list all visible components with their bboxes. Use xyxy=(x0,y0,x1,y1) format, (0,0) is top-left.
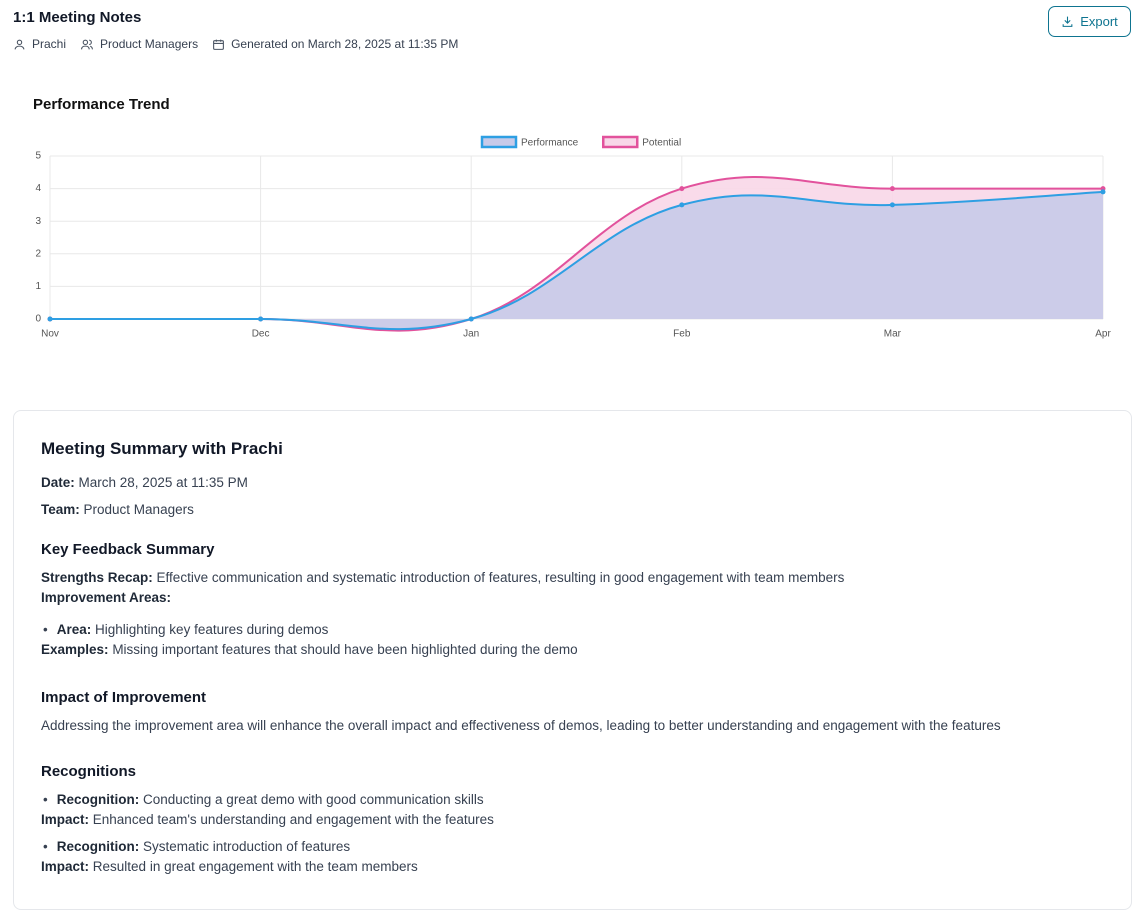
improvement-label: Improvement Areas: xyxy=(41,588,1104,608)
user-icon xyxy=(14,39,25,49)
examples: Examples: Missing important features tha… xyxy=(41,640,1104,660)
text: Systematic introduction of features xyxy=(143,839,351,854)
label: Examples: xyxy=(41,642,109,657)
date-row: Date: March 28, 2025 at 11:35 PM xyxy=(41,473,1104,493)
strengths: Strengths Recap: Effective communication… xyxy=(41,568,1104,588)
label: Area: xyxy=(56,622,92,637)
user: Prachi xyxy=(32,37,67,51)
export-button[interactable]: Export xyxy=(1048,6,1131,37)
text: Highlighting key features during demos xyxy=(95,622,329,637)
y-tick-label: 0 xyxy=(35,314,41,325)
data-point xyxy=(47,316,53,322)
y-tick-label: 5 xyxy=(35,151,41,162)
text: Conducting a great demo with good commun… xyxy=(143,792,484,807)
label: Recognition: xyxy=(56,792,140,807)
page-title: 1:1 Meeting Notes xyxy=(13,9,142,26)
label: Date: xyxy=(41,475,75,490)
x-tick-label: Feb xyxy=(673,329,691,340)
x-tick-label: Jan xyxy=(463,329,479,340)
label: Impact: xyxy=(41,859,90,874)
heading: Recognitions xyxy=(41,763,137,780)
series-area xyxy=(50,191,1103,330)
chart-title: Performance Trend xyxy=(33,96,170,113)
generated: Generated on March 28, 2025 at 11:35 PM xyxy=(231,37,459,51)
text: Effective communication and systematic i… xyxy=(156,570,845,585)
export-label: Export xyxy=(1080,14,1118,29)
list-item: • Recognition: Conducting a great demo wi… xyxy=(43,792,484,807)
value: Product Managers xyxy=(83,502,194,517)
meta-row: Prachi Product Managers Generated on Mar… xyxy=(13,37,458,51)
x-tick-label: Mar xyxy=(884,329,902,340)
summary-card: Meeting Summary with Prachi Date: March … xyxy=(13,410,1132,910)
impact: Impact: Enhanced team's understanding an… xyxy=(41,810,1104,830)
impact: Impact: Resulted in great engagement wit… xyxy=(41,857,1104,877)
data-point xyxy=(889,186,895,192)
team: Product Managers xyxy=(100,37,199,51)
list-item: • Recognition: Systematic introduction of… xyxy=(43,839,351,854)
impact-text: Addressing the improvement area will enh… xyxy=(41,718,1001,733)
x-tick-label: Nov xyxy=(41,329,59,340)
y-tick-label: 2 xyxy=(35,248,41,259)
text: Enhanced team's understanding and engage… xyxy=(92,812,494,827)
legend-label: Potential xyxy=(642,138,681,149)
label: Recognition: xyxy=(56,839,140,854)
label: Impact: xyxy=(41,812,90,827)
text: Resulted in great engagement with the te… xyxy=(92,859,418,874)
heading: Key Feedback Summary xyxy=(41,541,215,558)
heading: Impact of Improvement xyxy=(41,689,207,706)
legend-swatch xyxy=(480,135,518,149)
team-row: Team: Product Managers xyxy=(41,500,1104,520)
y-tick-label: 1 xyxy=(35,281,41,292)
label: Strengths Recap: xyxy=(41,570,153,585)
x-tick-label: Dec xyxy=(252,329,270,340)
value: March 28, 2025 at 11:35 PM xyxy=(78,475,248,490)
data-point xyxy=(679,186,685,192)
legend-swatch xyxy=(602,135,639,149)
data-point xyxy=(258,316,264,322)
legend-label: Performance xyxy=(521,138,579,149)
data-point xyxy=(468,316,474,322)
y-tick-label: 4 xyxy=(35,183,41,194)
data-point xyxy=(889,202,895,208)
list-item: • Area: Highlighting key features during … xyxy=(43,622,329,637)
team-icon xyxy=(81,39,93,49)
chart: Performance Trend 0 1 2 3 4 5 Nov Dec Jan Feb Mar A… xyxy=(33,96,1111,340)
data-point xyxy=(679,202,685,208)
x-tick-label: Apr xyxy=(1095,329,1111,340)
label: Team: xyxy=(41,502,80,517)
y-tick-label: 3 xyxy=(35,216,41,227)
series-line xyxy=(50,190,1104,331)
text: Missing important features that should h… xyxy=(112,642,578,657)
summary-title: Meeting Summary with Prachi xyxy=(41,439,283,458)
calendar-icon xyxy=(213,39,224,50)
label: Improvement Areas: xyxy=(41,590,172,605)
data-point xyxy=(1100,189,1106,195)
download-icon xyxy=(1062,16,1073,27)
